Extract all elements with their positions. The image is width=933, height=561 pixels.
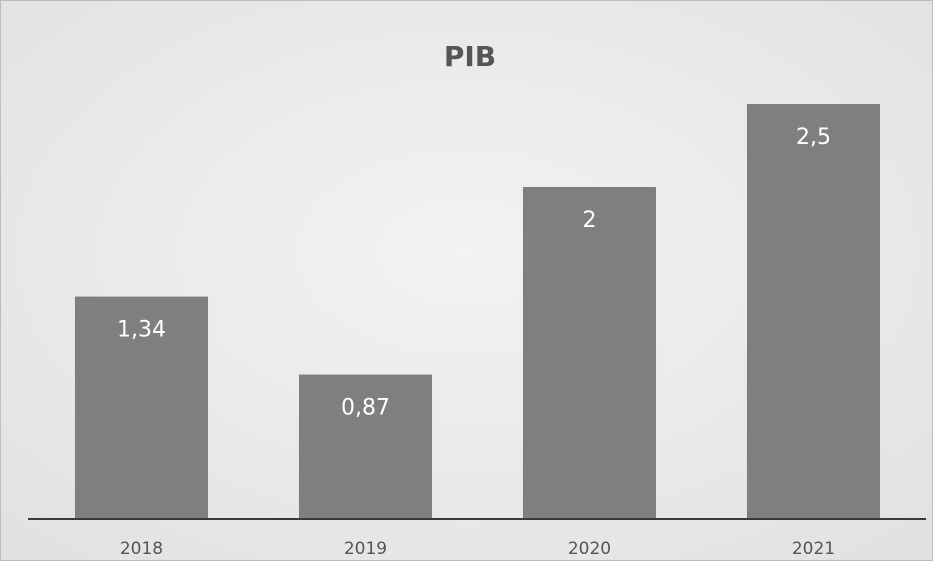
x-tick-label: 2018 [120, 539, 163, 559]
bar [522, 187, 657, 519]
x-tick-label: 2021 [792, 539, 835, 559]
chart-title: PIB [444, 40, 496, 73]
x-tick-label: 2019 [344, 539, 387, 559]
value-label: 2 [583, 208, 597, 233]
value-label: 1,34 [117, 318, 166, 343]
x-tick-label: 2020 [568, 539, 611, 559]
value-label: 0,87 [341, 396, 390, 421]
value-label: 2,5 [796, 125, 831, 150]
bar [298, 374, 433, 519]
bar [746, 104, 881, 519]
bar [74, 296, 209, 519]
